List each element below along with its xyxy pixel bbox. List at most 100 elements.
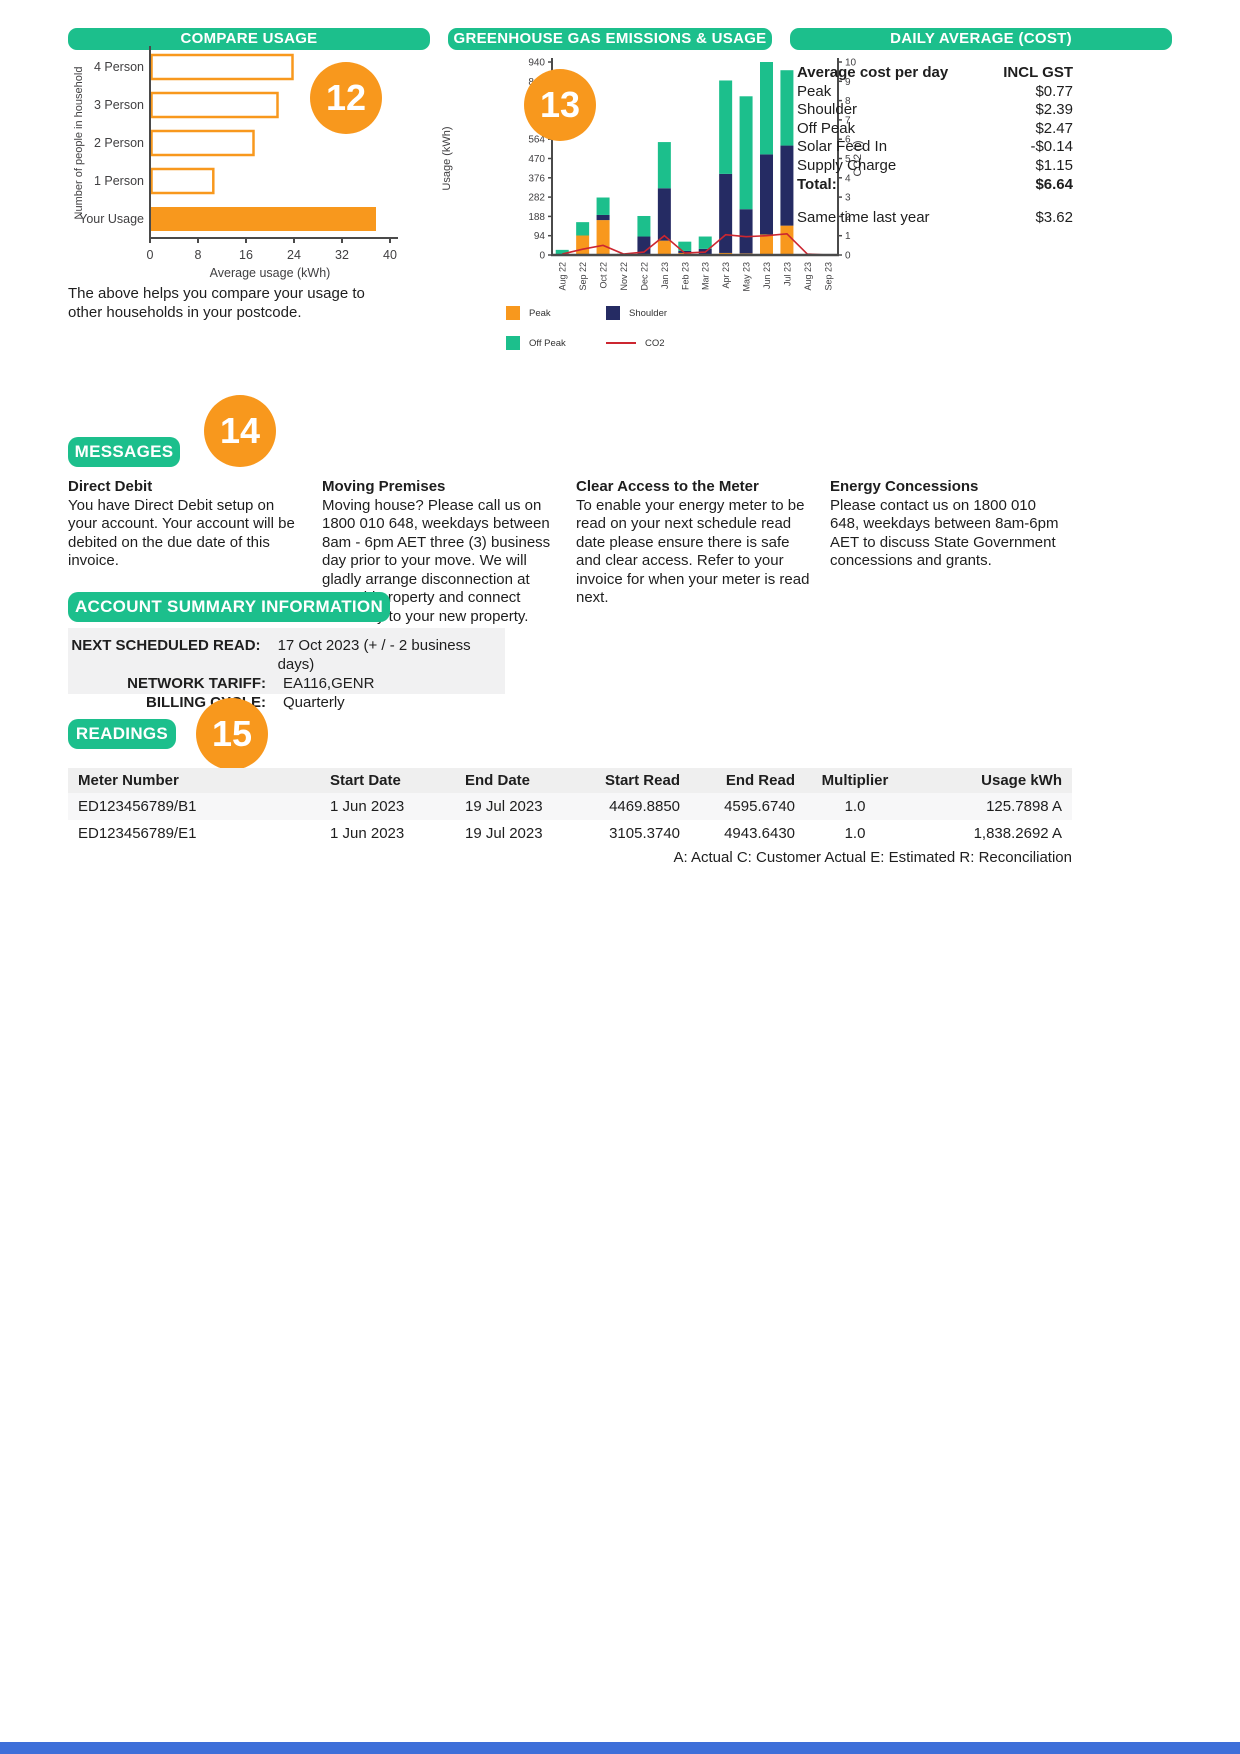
readings-cell: 3105.3740 xyxy=(609,825,680,842)
svg-text:470: 470 xyxy=(528,154,545,165)
svg-text:32: 32 xyxy=(335,248,349,262)
compare-usage-chart: 0 8 16 24 32 40 4 Person 3 Person 2 Person 1 Pers… xyxy=(73,46,398,280)
legend-item-shoulder: Shoulder xyxy=(606,306,730,320)
readings-cell: 19 Jul 2023 xyxy=(465,798,543,815)
step-badge-14: 14 xyxy=(204,395,276,467)
svg-text:Apr 23: Apr 23 xyxy=(721,262,731,289)
svg-text:24: 24 xyxy=(287,248,301,262)
readings-column-header: End Read xyxy=(690,768,805,793)
readings-header-row: Meter Number Start Date End Date Start Read… xyxy=(68,768,1072,793)
message-body: Moving house? Please call us on 1800 010… xyxy=(322,496,551,625)
svg-text:0: 0 xyxy=(539,251,545,262)
daily-row-value: -$0.14 xyxy=(1030,138,1073,156)
daily-row-label: Off Peak xyxy=(797,119,856,137)
step-badge-12: 12 xyxy=(310,62,382,134)
daily-row-value: $3.62 xyxy=(1035,209,1073,227)
svg-text:0: 0 xyxy=(845,251,851,262)
daily-row: Supply Charge $1.15 xyxy=(797,157,1073,176)
svg-text:9: 9 xyxy=(845,77,851,88)
readings-cell: 4943.6430 xyxy=(724,825,795,842)
greenhouse-header: GREENHOUSE GAS EMISSIONS & USAGE xyxy=(448,28,772,50)
svg-text:8: 8 xyxy=(845,96,851,107)
readings-row: ED123456789/B1 1 Jun 2023 19 Jul 2023 4469.… xyxy=(68,793,1072,820)
readings-cell: 1 Jun 2023 xyxy=(330,798,405,815)
messages-header: MESSAGES xyxy=(68,437,180,467)
svg-text:188: 188 xyxy=(528,212,545,223)
readings-cell: 125.7898 A xyxy=(986,798,1062,815)
legend-label: CO2 xyxy=(645,337,665,349)
svg-text:94: 94 xyxy=(534,231,546,242)
greenhouse-chart-legend: Peak Shoulder Off Peak CO2 xyxy=(506,306,736,350)
readings-cell: 19 Jul 2023 xyxy=(465,825,543,842)
daily-row-label: Same time last year xyxy=(797,209,930,227)
svg-text:5: 5 xyxy=(845,154,851,165)
legend-box-swatch xyxy=(506,336,520,350)
daily-row: Solar Feed In -$0.14 xyxy=(797,138,1073,157)
compare-usage-header: COMPARE USAGE xyxy=(68,28,430,50)
svg-text:May 23: May 23 xyxy=(742,262,752,292)
page-footer-bar xyxy=(0,1742,1240,1754)
readings-legend: A: Actual C: Customer Actual E: Estimate… xyxy=(673,849,1072,866)
daily-row: Peak $0.77 xyxy=(797,83,1073,102)
account-summary-row: BILLING CYCLE: Quarterly xyxy=(68,693,505,712)
step-badge-15: 15 xyxy=(196,698,268,770)
svg-text:2 Person: 2 Person xyxy=(94,136,144,150)
message-body: Please contact us on 1800 010 648, weekd… xyxy=(830,496,1059,570)
readings-column-header: Start Date xyxy=(320,768,455,793)
svg-text:376: 376 xyxy=(528,173,545,184)
step-badge-13: 13 xyxy=(524,69,596,141)
svg-text:Nov 22: Nov 22 xyxy=(619,262,629,291)
svg-text:Sep 22: Sep 22 xyxy=(578,262,588,291)
account-summary-row: NEXT SCHEDULED READ: 17 Oct 2023 (+ / - 2… xyxy=(68,636,505,674)
readings-header: READINGS xyxy=(68,719,176,749)
compare-usage-note: The above helps you compare your usage t… xyxy=(68,285,365,321)
greenhouse-gas-chart: 0941882823764705646587528469400123456789… xyxy=(441,58,864,292)
svg-text:Feb 23: Feb 23 xyxy=(680,262,690,290)
svg-text:Your Usage: Your Usage xyxy=(79,212,144,226)
account-summary-value: Quarterly xyxy=(283,694,345,711)
readings-cell: ED123456789/E1 xyxy=(78,825,197,842)
legend-label: Off Peak xyxy=(529,337,566,349)
account-summary-panel: NEXT SCHEDULED READ: 17 Oct 2023 (+ / - 2… xyxy=(68,628,505,711)
daily-row: Shoulder $2.39 xyxy=(797,101,1073,120)
svg-text:40: 40 xyxy=(383,248,397,262)
message-item: Moving Premises Moving house? Please call… xyxy=(322,478,560,626)
svg-text:7: 7 xyxy=(845,115,851,126)
account-summary-header: ACCOUNT SUMMARY INFORMATION xyxy=(68,592,390,622)
svg-text:564: 564 xyxy=(528,135,545,146)
svg-text:Jul 23: Jul 23 xyxy=(782,262,792,286)
svg-text:Oct 22: Oct 22 xyxy=(599,262,609,289)
svg-text:Number of people in household: Number of people in household xyxy=(73,67,85,220)
readings-column-header: End Date xyxy=(455,768,575,793)
svg-text:Jan 23: Jan 23 xyxy=(660,262,670,289)
account-summary-label: NETWORK TARIFF: xyxy=(127,675,266,692)
svg-text:3: 3 xyxy=(845,193,851,204)
svg-text:Sep 23: Sep 23 xyxy=(823,262,833,291)
svg-text:8: 8 xyxy=(195,248,202,262)
readings-cell: 1,838.2692 A xyxy=(973,825,1062,842)
account-summary-value: EA116,GENR xyxy=(283,675,375,692)
readings-row: ED123456789/E1 1 Jun 2023 19 Jul 2023 3105.… xyxy=(68,820,1072,847)
daily-row-value: $2.39 xyxy=(1035,101,1073,119)
daily-row-value: $1.15 xyxy=(1035,156,1073,174)
messages-grid: Direct Debit You have Direct Debit setup … xyxy=(68,478,1078,626)
svg-text:282: 282 xyxy=(528,193,545,204)
legend-item-co2: CO2 xyxy=(606,336,730,350)
svg-text:CO2 (t): CO2 (t) xyxy=(852,140,864,176)
legend-item-peak: Peak xyxy=(506,306,606,320)
svg-text:Dec 22: Dec 22 xyxy=(639,262,649,291)
readings-column-header: Meter Number xyxy=(68,768,320,793)
svg-text:10: 10 xyxy=(845,58,857,69)
message-item: Clear Access to the Meter To enable your … xyxy=(576,478,814,626)
svg-text:Aug 23: Aug 23 xyxy=(803,262,813,291)
daily-total-row: Total: $6.64 xyxy=(797,176,1073,195)
legend-box-swatch xyxy=(506,306,520,320)
svg-text:4: 4 xyxy=(845,173,851,184)
svg-text:6: 6 xyxy=(845,135,851,146)
readings-cell: 1 Jun 2023 xyxy=(330,825,405,842)
account-summary-row: NETWORK TARIFF: EA116,GENR xyxy=(68,674,505,693)
svg-text:0: 0 xyxy=(147,248,154,262)
message-body: To enable your energy meter to be read o… xyxy=(576,496,810,607)
svg-text:Mar 23: Mar 23 xyxy=(701,262,711,290)
